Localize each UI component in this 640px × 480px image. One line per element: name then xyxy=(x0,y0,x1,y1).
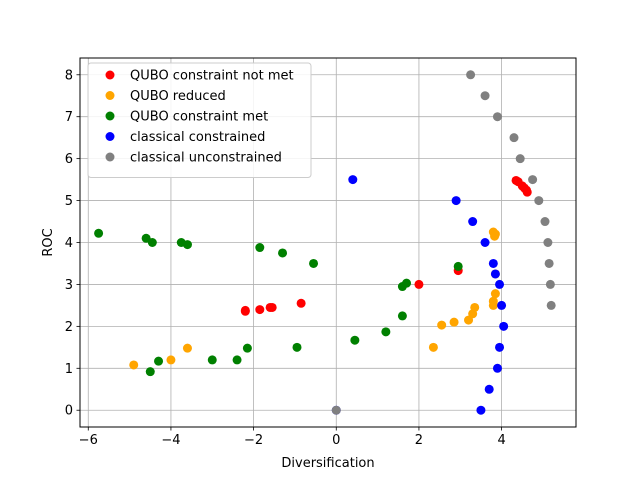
y-tick-label: 2 xyxy=(65,320,73,335)
data-point-series-2 xyxy=(453,261,463,271)
data-point-series-4 xyxy=(509,133,519,143)
data-point-series-4 xyxy=(546,300,556,310)
data-point-series-3 xyxy=(499,321,509,331)
x-tick-label: 4 xyxy=(497,433,505,448)
y-tick-label: 7 xyxy=(65,110,73,125)
data-point-series-2 xyxy=(94,228,104,238)
data-point-series-4 xyxy=(540,217,550,227)
data-point-series-4 xyxy=(466,70,476,80)
data-point-series-2 xyxy=(292,342,302,352)
data-point-series-0 xyxy=(255,305,265,315)
y-axis-label: ROC xyxy=(41,228,56,256)
data-point-series-3 xyxy=(476,405,486,415)
x-tick-label: −6 xyxy=(79,433,98,448)
legend: QUBO constraint not met QUBO reduced QUBO … xyxy=(87,62,312,178)
data-point-series-2 xyxy=(242,343,252,353)
data-point-series-2 xyxy=(147,238,157,247)
data-point-series-0 xyxy=(240,306,250,316)
data-point-series-2 xyxy=(278,248,288,258)
y-tick-label: 1 xyxy=(65,362,73,377)
data-point-series-0 xyxy=(296,298,306,308)
data-point-series-3 xyxy=(495,342,505,352)
data-point-series-4 xyxy=(543,238,553,247)
data-point-series-3 xyxy=(484,384,494,394)
data-point-series-4 xyxy=(528,175,538,185)
data-point-series-3 xyxy=(492,363,502,373)
y-tick-label: 8 xyxy=(65,68,73,83)
data-point-series-1 xyxy=(490,289,500,299)
data-point-series-0 xyxy=(267,302,277,312)
legend-label: QUBO reduced xyxy=(130,89,226,104)
y-tick-label: 6 xyxy=(65,152,73,167)
data-point-series-2 xyxy=(402,278,412,288)
axis-ticks: −6 −4 −2 0 2 4 0 1 2 3 4 5 6 7 8 xyxy=(65,68,506,448)
data-point-series-4 xyxy=(545,279,555,289)
legend-label: classical unconstrained xyxy=(130,151,282,166)
data-point-series-1 xyxy=(166,355,176,365)
data-point-series-1 xyxy=(470,302,480,312)
legend-marker xyxy=(105,132,115,141)
data-point-series-2 xyxy=(182,240,192,250)
data-point-series-3 xyxy=(497,300,507,310)
y-tick-label: 4 xyxy=(65,236,73,251)
x-tick-label: −2 xyxy=(244,433,263,448)
y-tick-label: 0 xyxy=(65,404,73,419)
legend-label: QUBO constraint met xyxy=(130,110,268,125)
y-tick-label: 3 xyxy=(65,278,73,293)
data-point-series-4 xyxy=(544,258,554,268)
data-point-series-4 xyxy=(534,196,544,206)
data-point-series-1 xyxy=(182,343,192,353)
data-point-series-3 xyxy=(480,238,490,247)
data-point-series-4 xyxy=(331,405,341,415)
data-point-series-2 xyxy=(207,355,217,365)
legend-marker xyxy=(105,91,115,100)
data-point-series-2 xyxy=(397,311,407,321)
x-tick-label: 2 xyxy=(415,433,423,448)
data-point-series-2 xyxy=(232,355,242,365)
data-point-series-1 xyxy=(449,317,459,327)
data-point-series-1 xyxy=(490,231,500,241)
data-point-series-2 xyxy=(381,327,391,337)
data-point-series-3 xyxy=(451,196,461,206)
legend-box xyxy=(87,62,312,178)
data-point-series-0 xyxy=(522,187,532,197)
data-point-series-0 xyxy=(414,279,424,289)
data-point-series-2 xyxy=(350,335,360,345)
legend-label: QUBO constraint not met xyxy=(130,69,294,84)
data-point-series-1 xyxy=(129,360,139,370)
legend-label: classical constrained xyxy=(130,130,265,145)
x-tick-label: −4 xyxy=(161,433,180,448)
data-points xyxy=(94,70,556,415)
data-point-series-4 xyxy=(515,154,525,164)
data-point-series-1 xyxy=(428,342,438,352)
data-point-series-3 xyxy=(468,217,478,227)
x-tick-label: 0 xyxy=(332,433,340,448)
data-point-series-3 xyxy=(348,175,358,185)
data-point-series-4 xyxy=(492,112,502,122)
data-point-series-4 xyxy=(480,91,490,101)
legend-marker xyxy=(105,111,115,121)
data-point-series-3 xyxy=(488,258,498,268)
data-point-series-1 xyxy=(437,320,447,330)
data-point-series-3 xyxy=(490,269,500,279)
data-point-series-3 xyxy=(495,279,505,289)
x-axis-label: Diversification xyxy=(281,456,374,471)
data-point-series-1 xyxy=(488,296,498,306)
data-point-series-2 xyxy=(145,367,155,377)
data-point-series-2 xyxy=(154,356,164,366)
data-point-series-2 xyxy=(255,243,265,253)
y-tick-label: 5 xyxy=(65,194,73,209)
legend-marker xyxy=(105,70,115,80)
data-point-series-2 xyxy=(309,258,319,268)
legend-marker xyxy=(105,152,115,162)
